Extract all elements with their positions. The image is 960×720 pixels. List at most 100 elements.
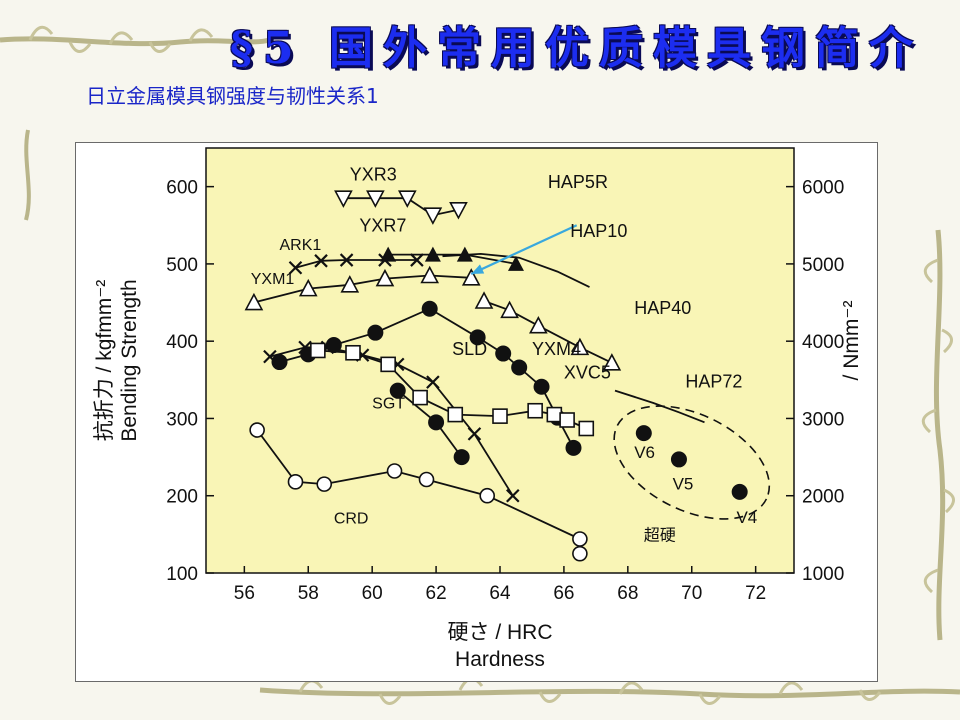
series-yxm4-point — [271, 354, 288, 371]
series-xvc5-point — [578, 420, 595, 437]
series-yxr3-point — [449, 202, 468, 220]
series-yxr3-point — [423, 207, 443, 225]
series-hap40-point — [500, 300, 519, 319]
series-xvc5-point — [546, 406, 563, 423]
series-crd-point — [572, 545, 588, 562]
series-yxm1-point — [461, 268, 481, 286]
hap5r-arrow-line — [470, 224, 578, 275]
series-ark1-point — [378, 253, 392, 267]
series-xvc5-point — [527, 402, 543, 419]
series-yxr7-point — [424, 246, 441, 262]
label-v5: V5 — [673, 475, 694, 494]
series-hap72-line — [614, 389, 705, 424]
series-xvc5-point — [380, 356, 396, 373]
series-yxm4-point — [325, 337, 342, 354]
label-ark1: ARK1 — [280, 237, 322, 254]
y2-tick-label: 3000 — [802, 409, 844, 430]
label-v6: V6 — [634, 443, 655, 462]
series-sgt-point — [453, 449, 470, 466]
y-tick-label: 400 — [166, 332, 198, 353]
series-sgt-point — [428, 414, 445, 431]
series-hap40-point — [570, 337, 590, 356]
label-yxm4: YXM4 — [532, 339, 581, 359]
label-xvc5: XVC5 — [564, 362, 611, 382]
series-yxm1-point — [298, 278, 318, 297]
figure-frame: 56 58 60 62 64 66 68 70 72 100 200 300 400 500 600 1000… — [75, 142, 878, 682]
x-axis-label: 硬さ / HRC — [448, 621, 553, 644]
series-yxm1-point — [244, 292, 264, 311]
series-ark1-point — [314, 254, 328, 268]
series-xvc5-point — [447, 406, 464, 423]
series-crd-point — [249, 422, 265, 438]
y-axis-label-en: Bending Strength — [118, 279, 141, 441]
y2-tick-label: 6000 — [802, 178, 844, 199]
slide-subtitle: 日立金属模具钢强度与韧性关系1 — [86, 84, 379, 108]
label-hap72: HAP72 — [685, 372, 742, 392]
x-axis-label-en: Hardness — [455, 648, 545, 671]
label-yxr7: YXR7 — [359, 215, 406, 235]
series-yxr3-point — [334, 190, 353, 208]
series-yxm4-point — [469, 329, 486, 346]
label-crd: CRD — [334, 511, 369, 528]
series-xvc5-point — [412, 389, 428, 406]
series-yxr3-point — [397, 190, 417, 208]
series-yxm4-point — [511, 359, 528, 376]
carbide-ellipse — [613, 405, 771, 520]
x-tick-label: 56 — [234, 583, 255, 604]
x-tick-label: 70 — [681, 583, 702, 604]
label-sld: SLD — [452, 339, 487, 359]
series-xvc5-point — [310, 342, 326, 359]
slide-title: §5 国外常用优质模具钢简介 — [230, 23, 923, 74]
series-carbide-point — [670, 451, 687, 468]
x-tick-label: 62 — [426, 583, 447, 604]
label-hap40: HAP40 — [634, 298, 691, 318]
y2-axis-label: / Nmm⁻² — [840, 301, 863, 381]
y-axis-label: 抗折力 / kgfmm⁻² — [93, 280, 116, 442]
series-sgt-point — [389, 382, 406, 399]
y-tick-label: 200 — [166, 487, 198, 508]
label-hap5r: HAP5R — [548, 172, 608, 192]
x-tick-label: 58 — [298, 583, 319, 604]
series-yxm1-point — [375, 268, 395, 287]
series-yxm1-line — [253, 274, 472, 304]
series-carbide-point — [635, 425, 652, 442]
hap5r-arrow-head — [471, 264, 485, 274]
series-crd-point — [418, 471, 435, 488]
y2-tick-label: 2000 — [802, 487, 844, 508]
series-xvc5-point — [345, 344, 361, 361]
x-tick-label: 66 — [553, 583, 574, 604]
x-tick-label: 72 — [745, 583, 766, 604]
series-carbide-point — [731, 483, 748, 500]
series-sld-point — [426, 375, 440, 389]
x-tick-label: 64 — [489, 583, 511, 604]
chart: 56 58 60 62 64 66 68 70 72 100 200 300 400 500 600 1000… — [93, 147, 863, 671]
label-yxr3: YXR3 — [350, 164, 397, 184]
y2-tick-label: 4000 — [802, 332, 844, 353]
x-tick-label: 60 — [362, 583, 383, 604]
series-yxm1-point — [340, 275, 360, 293]
series-yxm4-point — [367, 324, 384, 341]
x-tick-label: 68 — [617, 583, 638, 604]
series-yxr7-point — [456, 246, 473, 262]
y-tick-label: 100 — [166, 564, 198, 585]
series-hap40-point — [474, 291, 494, 309]
series-crd-point — [386, 463, 403, 479]
series-ark1-point — [288, 260, 303, 275]
series-hap40-point — [529, 316, 548, 334]
y-tick-label: 600 — [166, 178, 198, 199]
series-crd-point — [479, 487, 496, 504]
series-sld-point — [467, 427, 482, 441]
series-yxr7-point — [507, 255, 524, 271]
series-sld-point — [506, 488, 520, 503]
series-yxm1-point — [420, 265, 440, 284]
series-yxm4-point — [533, 378, 550, 395]
series-yxr3-point — [366, 190, 385, 208]
series-yxm4-point — [495, 345, 512, 362]
y2-tick-label: 5000 — [802, 255, 844, 276]
series-crd-point — [572, 531, 588, 547]
label-sgt: SGT — [372, 395, 405, 412]
series-yxm4-point — [565, 439, 582, 456]
series-crd-point — [316, 476, 333, 492]
series-xvc5-point — [559, 412, 575, 428]
series-hap40-point — [602, 353, 622, 371]
